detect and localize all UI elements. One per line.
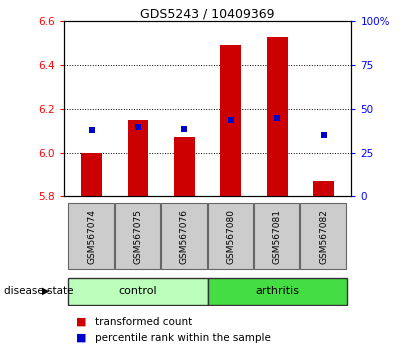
Text: GSM567080: GSM567080 <box>226 209 235 264</box>
Bar <box>127 120 148 196</box>
Text: GSM567076: GSM567076 <box>180 209 189 264</box>
Bar <box>220 45 241 196</box>
Text: GSM567074: GSM567074 <box>87 209 96 264</box>
Text: ■: ■ <box>76 317 87 327</box>
Text: GSM567075: GSM567075 <box>134 209 143 264</box>
Text: transformed count: transformed count <box>95 317 192 327</box>
FancyBboxPatch shape <box>68 278 208 305</box>
Bar <box>81 153 102 196</box>
FancyBboxPatch shape <box>68 203 114 269</box>
Text: control: control <box>119 286 157 296</box>
FancyBboxPatch shape <box>115 203 160 269</box>
FancyBboxPatch shape <box>254 203 300 269</box>
Bar <box>313 181 334 196</box>
FancyBboxPatch shape <box>161 203 207 269</box>
Text: percentile rank within the sample: percentile rank within the sample <box>95 333 270 343</box>
FancyBboxPatch shape <box>208 278 347 305</box>
Text: disease state: disease state <box>4 286 74 296</box>
Bar <box>174 137 195 196</box>
Text: GSM567081: GSM567081 <box>272 209 282 264</box>
FancyBboxPatch shape <box>208 203 253 269</box>
Title: GDS5243 / 10409369: GDS5243 / 10409369 <box>140 7 275 20</box>
Text: ■: ■ <box>76 333 87 343</box>
Text: arthritis: arthritis <box>255 286 299 296</box>
Text: GSM567082: GSM567082 <box>319 209 328 264</box>
Text: ▶: ▶ <box>42 286 50 296</box>
FancyBboxPatch shape <box>300 203 346 269</box>
Bar <box>267 36 288 196</box>
